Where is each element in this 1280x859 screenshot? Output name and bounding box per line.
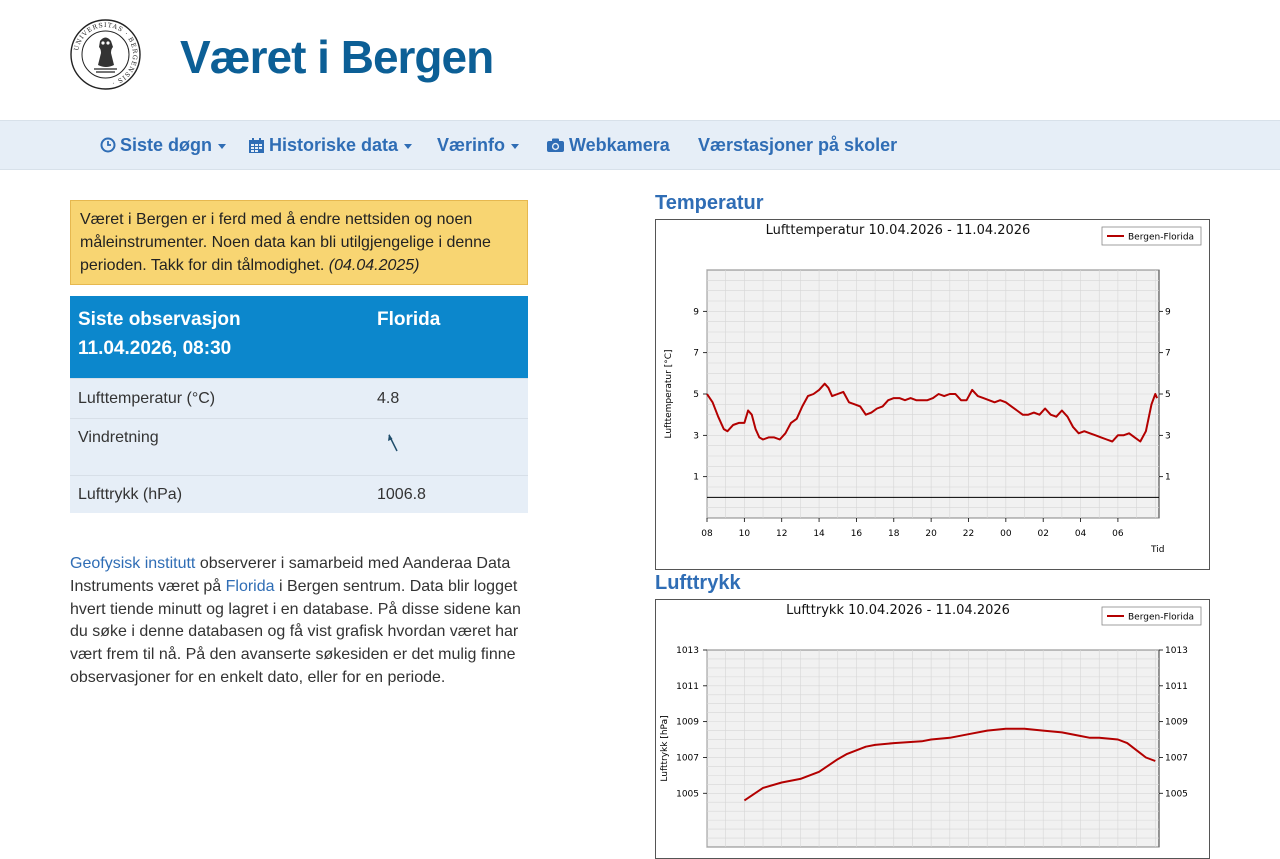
y-axis-label: Lufttrykk [hPa] bbox=[660, 715, 670, 781]
notice-text: Været i Bergen er i ferd med å endre net… bbox=[80, 211, 491, 274]
y-tick-label: 1009 bbox=[676, 718, 699, 728]
nav-label: Historiske data bbox=[269, 134, 399, 155]
legend-label: Bergen-Florida bbox=[1128, 613, 1194, 623]
notice-date: (04.04.2025) bbox=[328, 257, 420, 274]
camera-icon bbox=[547, 138, 564, 152]
y-tick-label-right: 1005 bbox=[1165, 789, 1188, 799]
y-tick-label: 1011 bbox=[676, 682, 699, 692]
y-tick-label-right: 5 bbox=[1165, 390, 1171, 400]
nav-label: Webkamera bbox=[569, 134, 670, 155]
row-value: 4.8 bbox=[369, 378, 528, 419]
pressure-section-title[interactable]: Lufttrykk bbox=[655, 572, 741, 594]
site-title[interactable]: Været i Bergen bbox=[180, 31, 494, 83]
y-tick-label: 1013 bbox=[676, 646, 699, 656]
pressure-chart[interactable]: 1005 1005 1007 1007 1009 1009 1011 1011 1013 1013… bbox=[655, 599, 1210, 859]
nav-siste-dogn[interactable]: Siste døgn bbox=[100, 121, 227, 169]
nav-vaerstasjoner-skoler[interactable]: Værstasjoner på skoler bbox=[698, 121, 897, 169]
temperature-chart-svg: 1 1 3 3 5 5 7 7 9 9 08 10 12 14 16 18 20 22 00 02 04 06 Tid Luf… bbox=[664, 223, 1202, 555]
observation-timestamp: 11.04.2026, 08:30 bbox=[78, 338, 232, 359]
caret-down-icon bbox=[218, 143, 227, 149]
caret-down-icon bbox=[404, 143, 413, 149]
x-tick-label: 10 bbox=[739, 529, 751, 539]
y-tick-label-right: 1007 bbox=[1165, 753, 1188, 763]
clock-icon bbox=[100, 137, 116, 153]
y-axis-label: Lufttemperatur [°C] bbox=[664, 350, 674, 439]
x-tick-label: 20 bbox=[925, 529, 937, 539]
chart-title: Lufttrykk 10.04.2026 - 11.04.2026 bbox=[786, 603, 1010, 618]
x-tick-label: 16 bbox=[851, 529, 863, 539]
x-tick-label: 02 bbox=[1037, 529, 1048, 539]
row-value bbox=[369, 418, 528, 476]
y-tick-label: 3 bbox=[693, 431, 699, 441]
temperature-chart[interactable]: 1 1 3 3 5 5 7 7 9 9 08 10 12 14 16 18 20 22 00 02 04 06 Tid Luf… bbox=[655, 219, 1210, 570]
latest-observation-table: Siste observasjon 11.04.2026, 08:30 Flor… bbox=[70, 296, 528, 513]
y-tick-label-right: 1013 bbox=[1165, 646, 1188, 656]
maintenance-notice: Været i Bergen er i ferd med å endre net… bbox=[70, 200, 528, 285]
y-tick-label-right: 1011 bbox=[1165, 682, 1188, 692]
observation-header-title: Siste observasjon 11.04.2026, 08:30 bbox=[70, 296, 369, 379]
y-tick-label-right: 7 bbox=[1165, 349, 1171, 359]
table-row: Lufttemperatur (°C) 4.8 bbox=[70, 378, 528, 419]
intro-paragraph: Geofysisk institutt observerer i samarbe… bbox=[70, 553, 528, 690]
chart-title: Lufttemperatur 10.04.2026 - 11.04.2026 bbox=[766, 223, 1031, 238]
nav-historiske-data[interactable]: Historiske data bbox=[248, 121, 413, 169]
nav-vaerinfo[interactable]: Værinfo bbox=[437, 121, 520, 169]
row-label: Lufttemperatur (°C) bbox=[70, 378, 369, 419]
y-tick-label: 7 bbox=[693, 349, 699, 359]
row-label: Vindretning bbox=[70, 418, 369, 476]
intro-text-1: observerer i samarbeid med Aanderaa Data… bbox=[70, 555, 511, 595]
x-tick-label: 12 bbox=[776, 529, 787, 539]
temperature-section-title[interactable]: Temperatur bbox=[655, 192, 764, 214]
observation-header-line1: Siste observasjon bbox=[78, 309, 241, 330]
nav-label: Værinfo bbox=[437, 134, 506, 155]
x-tick-label: 22 bbox=[963, 529, 974, 539]
calendar-icon bbox=[249, 137, 264, 153]
university-seal-logo[interactable]: UNIVERSITAS · BERGENSIS · bbox=[70, 19, 141, 90]
series-line-bergen-florida bbox=[706, 382, 1159, 443]
y-tick-label: 1 bbox=[693, 473, 699, 483]
legend-box bbox=[1101, 606, 1202, 626]
y-tick-label: 1007 bbox=[676, 753, 699, 763]
y-tick-label-right: 1 bbox=[1165, 473, 1171, 483]
y-tick-label-right: 1009 bbox=[1165, 718, 1188, 728]
station-name: Florida bbox=[377, 309, 441, 330]
x-tick-label: 18 bbox=[888, 529, 900, 539]
nav-webkamera[interactable]: Webkamera bbox=[546, 121, 670, 169]
nav-label: Siste døgn bbox=[120, 134, 213, 155]
x-tick-label: 04 bbox=[1075, 529, 1087, 539]
intro-text-2: i Bergen sentrum. Data blir logget hvert… bbox=[70, 577, 521, 686]
x-tick-label: 06 bbox=[1112, 529, 1124, 539]
y-tick-label: 1005 bbox=[676, 789, 699, 799]
y-tick-label-right: 3 bbox=[1165, 431, 1171, 441]
series-line-bergen-florida bbox=[743, 727, 1156, 802]
legend-box bbox=[1101, 226, 1202, 246]
table-row: Vindretning bbox=[70, 418, 528, 476]
y-tick-label: 5 bbox=[693, 390, 699, 400]
x-tick-label: 08 bbox=[701, 529, 713, 539]
main-navbar: Siste døgn Historiske data Værinfo Webka… bbox=[0, 120, 1280, 170]
x-tick-label: 14 bbox=[813, 529, 825, 539]
x-tick-label: 00 bbox=[1000, 529, 1012, 539]
pressure-chart-svg: 1005 1005 1007 1007 1009 1009 1011 1011 1013 1013… bbox=[660, 603, 1202, 848]
nav-label: Værstasjoner på skoler bbox=[698, 134, 898, 155]
florida-link[interactable]: Florida bbox=[225, 577, 275, 595]
geofysisk-institutt-link[interactable]: Geofysisk institutt bbox=[70, 555, 196, 572]
row-label: Lufttrykk (hPa) bbox=[70, 475, 369, 513]
y-tick-label: 9 bbox=[693, 307, 699, 317]
legend-label: Bergen-Florida bbox=[1128, 233, 1194, 243]
x-axis-label: Tid bbox=[1150, 545, 1164, 555]
table-row: Lufttrykk (hPa) 1006.8 bbox=[70, 475, 528, 513]
observation-header-row: Siste observasjon 11.04.2026, 08:30 Flor… bbox=[70, 296, 528, 379]
caret-down-icon bbox=[511, 143, 520, 149]
y-tick-label-right: 9 bbox=[1165, 307, 1171, 317]
wind-direction-arrow-icon bbox=[388, 434, 398, 452]
row-value: 1006.8 bbox=[369, 475, 528, 513]
